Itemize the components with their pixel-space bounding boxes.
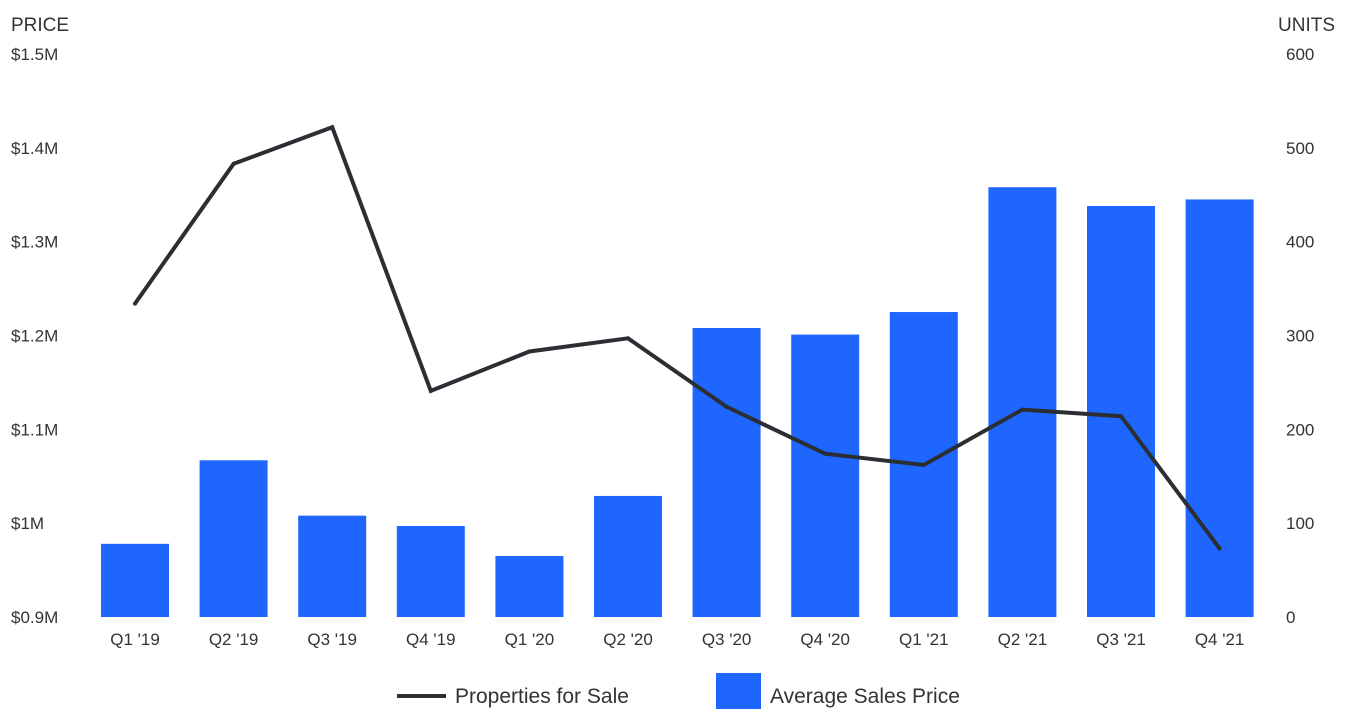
price-bar bbox=[988, 187, 1057, 617]
right-tick-label: 600 bbox=[1286, 45, 1314, 64]
left-axis-title: PRICE bbox=[11, 15, 69, 36]
properties-point bbox=[330, 125, 335, 130]
legend-label-properties: Properties for Sale bbox=[455, 685, 629, 708]
x-tick-label: Q2 '21 bbox=[998, 630, 1048, 649]
properties-point bbox=[626, 336, 630, 341]
left-tick-label: $0.9M bbox=[11, 608, 58, 627]
price-bar bbox=[692, 327, 761, 617]
price-bar bbox=[495, 556, 564, 617]
left-tick-label: $1M bbox=[11, 514, 44, 533]
properties-point bbox=[428, 388, 433, 393]
properties-point bbox=[231, 161, 236, 166]
right-axis-title: UNITS bbox=[1278, 15, 1335, 36]
right-axis-ticks: 0 100 200 300 400 500 600 bbox=[1286, 45, 1314, 627]
left-tick-label: $1.4M bbox=[11, 139, 58, 158]
x-tick-label: Q2 '20 bbox=[603, 630, 653, 649]
properties-point bbox=[527, 349, 532, 354]
price-bar bbox=[199, 460, 268, 617]
right-tick-label: 0 bbox=[1286, 608, 1295, 627]
properties-point bbox=[133, 301, 137, 306]
x-tick-label: Q3 '21 bbox=[1096, 630, 1146, 649]
left-tick-label: $1.2M bbox=[11, 327, 58, 346]
price-bar bbox=[594, 495, 662, 617]
properties-point bbox=[823, 451, 828, 456]
x-tick-label: Q4 '19 bbox=[406, 630, 456, 649]
price-bar bbox=[298, 515, 367, 617]
properties-point bbox=[1020, 407, 1025, 412]
right-tick-label: 500 bbox=[1286, 139, 1314, 158]
left-tick-label: $1.3M bbox=[11, 233, 58, 252]
x-tick-label: Q4 '21 bbox=[1195, 630, 1245, 649]
left-tick-label: $1.5M bbox=[11, 45, 58, 64]
x-tick-label: Q3 '19 bbox=[307, 630, 357, 649]
x-tick-label: Q4 '20 bbox=[800, 630, 850, 649]
price-bar bbox=[101, 543, 169, 617]
left-axis-ticks: $0.9M $1M $1.1M $1.2M $1.3M $1.4M $1.5M bbox=[11, 45, 58, 627]
x-tick-label: Q3 '20 bbox=[702, 630, 752, 649]
legend-square-swatch bbox=[716, 673, 761, 709]
x-axis-ticks: Q1 '19 Q2 '19 Q3 '19 Q4 '19 Q1 '20 Q2 '20 Q3 '… bbox=[110, 630, 1244, 649]
bar-series bbox=[101, 187, 1254, 618]
left-tick-label: $1.1M bbox=[11, 420, 58, 439]
price-bar bbox=[396, 525, 465, 617]
properties-point bbox=[921, 462, 926, 467]
x-tick-label: Q1 '21 bbox=[899, 630, 949, 649]
x-tick-label: Q1 '19 bbox=[110, 630, 160, 649]
properties-line bbox=[133, 124, 1222, 550]
line-series bbox=[133, 124, 1222, 551]
price-bar bbox=[1087, 206, 1155, 617]
price-bar bbox=[1185, 199, 1254, 618]
right-tick-label: 100 bbox=[1286, 514, 1314, 533]
properties-point bbox=[1119, 414, 1123, 419]
legend: Properties for Sale Average Sales Price bbox=[397, 673, 960, 709]
properties-point bbox=[724, 404, 729, 409]
properties-point bbox=[1217, 546, 1222, 551]
right-tick-label: 300 bbox=[1286, 327, 1314, 346]
legend-label-price: Average Sales Price bbox=[770, 685, 960, 708]
x-tick-label: Q2 '19 bbox=[209, 630, 259, 649]
x-tick-label: Q1 '20 bbox=[505, 630, 555, 649]
price-bar bbox=[791, 334, 860, 617]
right-tick-label: 400 bbox=[1286, 233, 1314, 252]
right-tick-label: 200 bbox=[1286, 420, 1314, 439]
